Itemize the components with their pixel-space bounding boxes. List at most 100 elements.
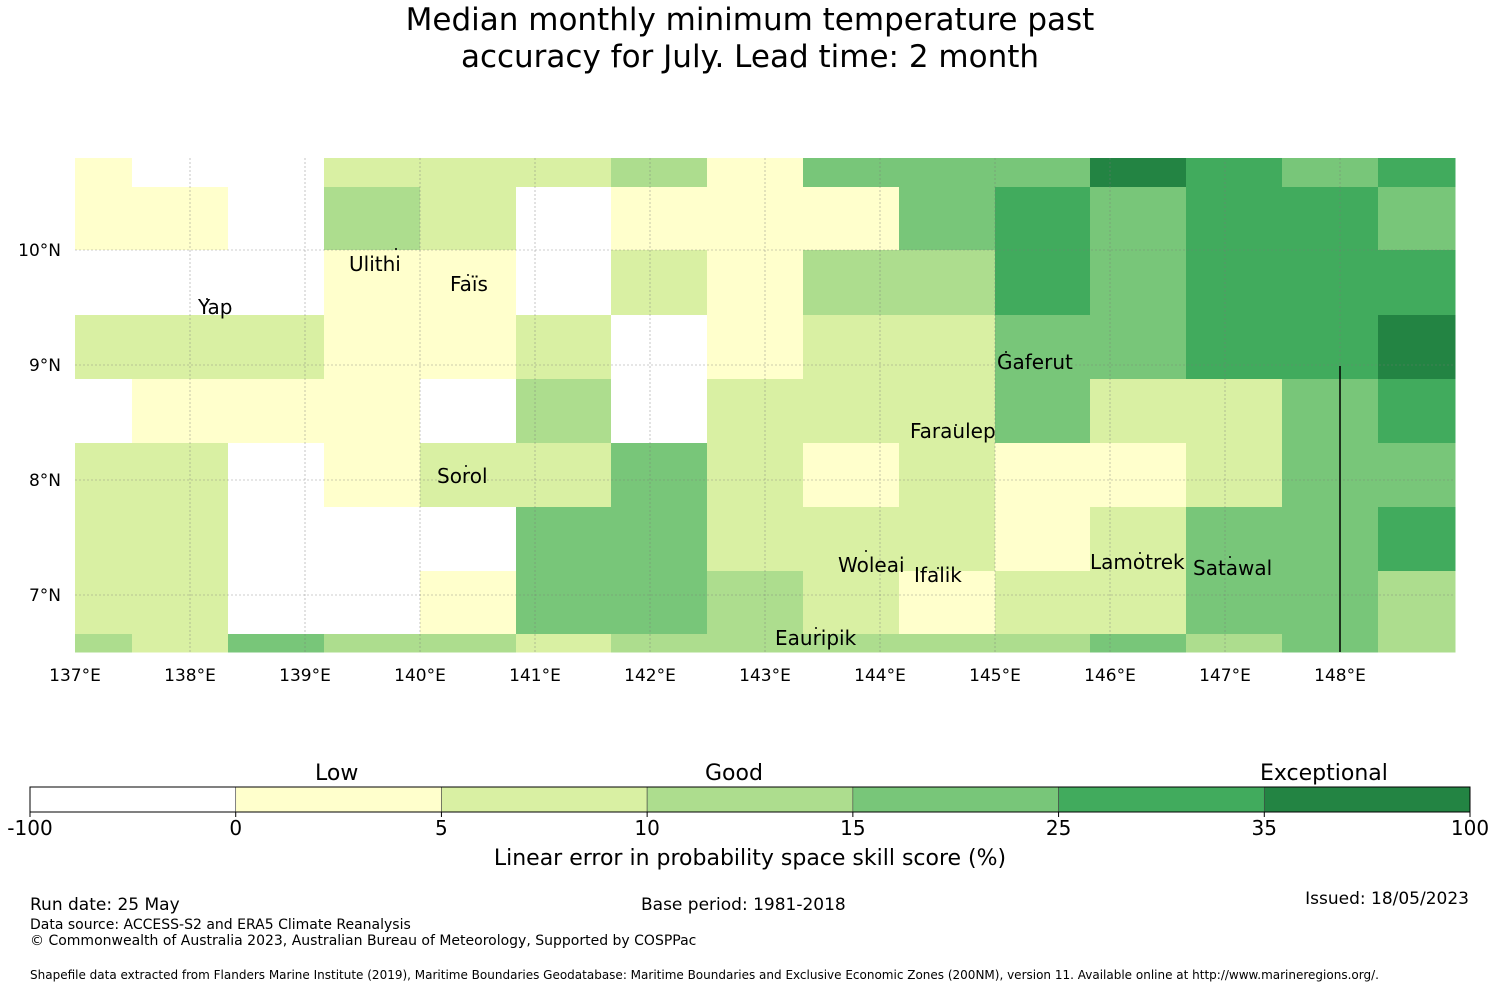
heatmap-cell bbox=[611, 187, 708, 251]
heatmap-cell bbox=[707, 158, 804, 188]
colorbar-swatch bbox=[235, 786, 442, 813]
colorbar-swatch bbox=[441, 786, 648, 813]
heatmap-cell bbox=[995, 250, 1091, 316]
heatmap-cell bbox=[228, 443, 325, 508]
heatmap-cell bbox=[1090, 250, 1187, 316]
y-tick-label: 7°N bbox=[29, 586, 61, 606]
y-tick-label: 9°N bbox=[29, 356, 61, 376]
issued-date: Issued: 18/05/2023 bbox=[1305, 889, 1469, 909]
heatmap-cell bbox=[611, 443, 708, 508]
heatmap-cell bbox=[324, 158, 421, 188]
heatmap-cell bbox=[707, 250, 804, 316]
heatmap-cell bbox=[899, 443, 996, 508]
colorbar-swatch bbox=[646, 786, 854, 813]
heatmap-cell bbox=[420, 315, 517, 380]
heatmap-cell bbox=[75, 379, 133, 444]
heatmap-cell bbox=[516, 507, 612, 572]
heatmap-cell bbox=[132, 634, 229, 653]
heatmap-cell bbox=[132, 379, 229, 444]
heatmap-cell bbox=[803, 315, 900, 380]
data-source: Data source: ACCESS-S2 and ERA5 Climate … bbox=[30, 917, 411, 933]
island-marker bbox=[206, 298, 208, 300]
heatmap-cell bbox=[132, 443, 229, 508]
heatmap-cell bbox=[516, 187, 612, 251]
base-period: Base period: 1981-2018 bbox=[641, 895, 846, 915]
heatmap-cell bbox=[803, 158, 900, 188]
heatmap-cell bbox=[420, 187, 517, 251]
heatmap-cell bbox=[420, 379, 517, 444]
heatmap-cell bbox=[707, 507, 804, 572]
heatmap-cell bbox=[132, 571, 229, 635]
island-marker bbox=[955, 424, 957, 426]
heatmap-cell bbox=[1186, 158, 1283, 188]
heatmap-cell bbox=[75, 443, 133, 508]
heatmap-cell bbox=[707, 187, 804, 251]
heatmap-cell bbox=[1378, 315, 1456, 380]
heatmap-cell bbox=[324, 187, 421, 251]
heatmap-cell bbox=[228, 634, 325, 653]
heatmap-cell bbox=[899, 634, 996, 653]
heatmap-cell bbox=[803, 250, 900, 316]
heatmap-cell bbox=[803, 443, 900, 508]
heatmap-cell bbox=[1282, 507, 1379, 572]
heatmap-cell bbox=[420, 443, 517, 508]
heatmap-cell bbox=[995, 187, 1091, 251]
y-tick-label: 8°N bbox=[29, 471, 61, 491]
heatmap-cell bbox=[995, 158, 1091, 188]
colorbar: -100 0 5 10 15 25 35 100 bbox=[7, 786, 1489, 840]
heatmap-cell bbox=[75, 634, 133, 653]
heatmap-cell bbox=[1186, 250, 1283, 316]
x-tick-label: 146°E bbox=[1084, 666, 1136, 686]
heatmap-cell bbox=[1378, 443, 1456, 508]
island-label: Sorol bbox=[437, 464, 488, 488]
heatmap-cell bbox=[132, 315, 229, 380]
heatmap-cell bbox=[1378, 634, 1456, 653]
heatmap-cell bbox=[1282, 443, 1379, 508]
heatmap-cell bbox=[803, 507, 900, 572]
heatmap-cell bbox=[1186, 571, 1283, 635]
heatmap-cell bbox=[1090, 379, 1187, 444]
heatmap-cell bbox=[995, 634, 1091, 653]
heatmap-cell bbox=[611, 507, 708, 572]
heatmap-cell bbox=[75, 571, 133, 635]
heatmap-cell bbox=[228, 571, 325, 635]
colorbar-tick-label: 5 bbox=[435, 816, 448, 840]
island-marker bbox=[465, 465, 467, 467]
heatmap-cell bbox=[228, 187, 325, 251]
heatmap-cell bbox=[1282, 158, 1379, 188]
heatmap-cell bbox=[1378, 158, 1456, 188]
heatmap-cell bbox=[516, 158, 612, 188]
heatmap-cell bbox=[516, 250, 612, 316]
heatmap-cell bbox=[132, 158, 229, 188]
heatmap-cell bbox=[995, 315, 1091, 380]
x-tick-label: 137°E bbox=[49, 666, 101, 686]
heatmap-cell bbox=[516, 315, 612, 380]
heatmap-cell bbox=[1186, 507, 1283, 572]
island-marker bbox=[1139, 552, 1141, 554]
heatmap-cell bbox=[995, 571, 1091, 635]
heatmap-cell bbox=[707, 571, 804, 635]
map-title: Median monthly minimum temperature past … bbox=[0, 2, 1500, 76]
colorbar-category-low: Low bbox=[315, 761, 359, 786]
heatmap-cell bbox=[516, 634, 612, 653]
heatmap-cell bbox=[899, 571, 996, 635]
colorbar-swatch bbox=[852, 786, 1059, 813]
x-tick-label: 144°E bbox=[854, 666, 906, 686]
colorbar-tick-label: 100 bbox=[1451, 816, 1489, 840]
heatmap-cell bbox=[1090, 187, 1187, 251]
island-marker bbox=[467, 274, 469, 276]
heatmap-cell bbox=[803, 634, 900, 653]
heatmap-cell bbox=[707, 634, 804, 653]
heatmap-cell bbox=[1378, 187, 1456, 251]
island-marker bbox=[1229, 556, 1231, 558]
island-marker bbox=[1005, 351, 1007, 353]
heatmap-cell bbox=[611, 250, 708, 316]
heatmap-cell bbox=[1186, 443, 1283, 508]
heatmap-cell bbox=[995, 379, 1091, 444]
heatmap-cell bbox=[420, 250, 517, 316]
x-tick-label: 143°E bbox=[739, 666, 791, 686]
heatmap-cell bbox=[1282, 634, 1379, 653]
heatmap-cell bbox=[420, 571, 517, 635]
heatmap-cell bbox=[1282, 315, 1379, 380]
heatmap-cell bbox=[1378, 507, 1456, 572]
